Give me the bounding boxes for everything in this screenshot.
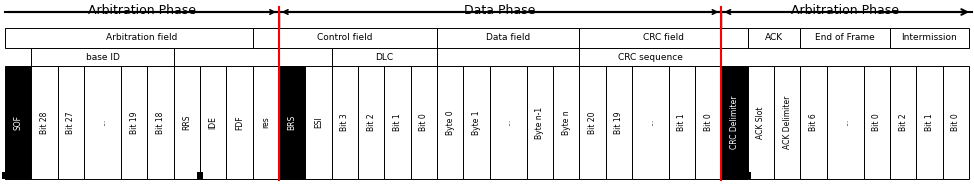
Text: Bit 6: Bit 6 [809, 114, 818, 131]
Bar [252, 28, 437, 48]
Text: Bit 0: Bit 0 [873, 114, 881, 131]
Text: RRS: RRS [182, 115, 191, 130]
Text: Byte 1: Byte 1 [472, 110, 481, 135]
Text: Byte n-1: Byte n-1 [535, 106, 544, 139]
Bar [252, 66, 279, 179]
Text: Byte n: Byte n [562, 110, 571, 135]
Text: SOF: SOF [14, 115, 22, 130]
Bar [173, 66, 200, 179]
Bar [553, 66, 580, 179]
Bar [121, 66, 147, 179]
Bar [279, 66, 305, 179]
Bar [305, 66, 331, 179]
Text: Bit 1: Bit 1 [925, 114, 934, 131]
Text: Arbitration Phase: Arbitration Phase [88, 4, 196, 17]
Bar [917, 66, 943, 179]
Text: Byte 0: Byte 0 [446, 110, 455, 135]
Text: Bit 1: Bit 1 [393, 114, 402, 131]
Bar [943, 66, 969, 179]
Bar [632, 66, 669, 179]
Text: Control field: Control field [317, 33, 372, 42]
Text: Bit 3: Bit 3 [340, 114, 350, 131]
Bar [226, 66, 252, 179]
Bar [31, 66, 57, 179]
Bar [357, 66, 385, 179]
Bar [827, 66, 864, 179]
Text: FDF: FDF [235, 115, 244, 130]
Text: Bit 2: Bit 2 [366, 114, 376, 131]
Bar [695, 66, 722, 179]
Bar [801, 66, 827, 179]
Text: ...: ... [504, 119, 512, 126]
Bar [580, 28, 748, 48]
Text: ...: ... [841, 119, 849, 126]
Text: ACK: ACK [765, 33, 783, 42]
Text: Bit 28: Bit 28 [40, 111, 49, 134]
Text: ESI: ESI [314, 117, 323, 128]
Text: DLC: DLC [375, 52, 393, 62]
Bar [437, 66, 464, 179]
Text: ACK Delimiter: ACK Delimiter [783, 96, 792, 149]
Text: ACK Slot: ACK Slot [757, 106, 766, 139]
Text: Bit 20: Bit 20 [588, 111, 597, 134]
Bar [580, 48, 722, 66]
Text: Arbitration field: Arbitration field [106, 33, 177, 42]
Text: Bit 1: Bit 1 [677, 114, 687, 131]
Bar [490, 66, 527, 179]
Bar [606, 66, 632, 179]
Text: Bit 19: Bit 19 [615, 111, 623, 134]
Bar [864, 66, 890, 179]
Bar [722, 66, 748, 179]
Bar [331, 48, 437, 66]
Bar [464, 66, 490, 179]
Text: Bit 0: Bit 0 [952, 114, 960, 131]
Text: CRC sequence: CRC sequence [618, 52, 683, 62]
Text: Data Phase: Data Phase [465, 4, 536, 17]
Bar [31, 48, 173, 66]
Bar [890, 66, 917, 179]
Bar [748, 66, 774, 179]
Bar [801, 28, 890, 48]
Text: Bit 27: Bit 27 [66, 111, 75, 134]
Text: IDE: IDE [208, 116, 217, 129]
Bar [5, 28, 279, 48]
Text: base ID: base ID [86, 52, 120, 62]
Bar [385, 66, 411, 179]
Text: res: res [261, 117, 270, 128]
Text: Arbitration Phase: Arbitration Phase [791, 4, 899, 17]
Bar [437, 28, 580, 48]
Text: CRC field: CRC field [643, 33, 684, 42]
Bar [774, 66, 801, 179]
Bar [5, 66, 31, 179]
Text: Intermission: Intermission [902, 33, 957, 42]
Bar [748, 28, 801, 48]
Bar [200, 66, 226, 179]
Text: Bit 2: Bit 2 [899, 114, 908, 131]
Text: ...: ... [98, 119, 107, 126]
Bar [527, 66, 553, 179]
Text: Bit 18: Bit 18 [156, 111, 165, 134]
Text: BRS: BRS [287, 115, 297, 130]
Text: Bit 0: Bit 0 [704, 114, 713, 131]
Text: CRC Delimiter: CRC Delimiter [730, 96, 739, 149]
Bar [57, 66, 84, 179]
Bar [745, 172, 751, 179]
Bar [84, 66, 121, 179]
Bar [580, 66, 606, 179]
Text: End of Frame: End of Frame [815, 33, 875, 42]
Bar [411, 66, 437, 179]
Text: Bit 19: Bit 19 [130, 111, 138, 134]
Bar [669, 66, 695, 179]
Bar [147, 66, 173, 179]
Text: Data field: Data field [486, 33, 530, 42]
Bar [331, 66, 357, 179]
Text: Bit 0: Bit 0 [419, 114, 429, 131]
Bar [2, 172, 8, 179]
Bar [197, 172, 203, 179]
Text: ...: ... [646, 119, 655, 126]
Bar [890, 28, 969, 48]
